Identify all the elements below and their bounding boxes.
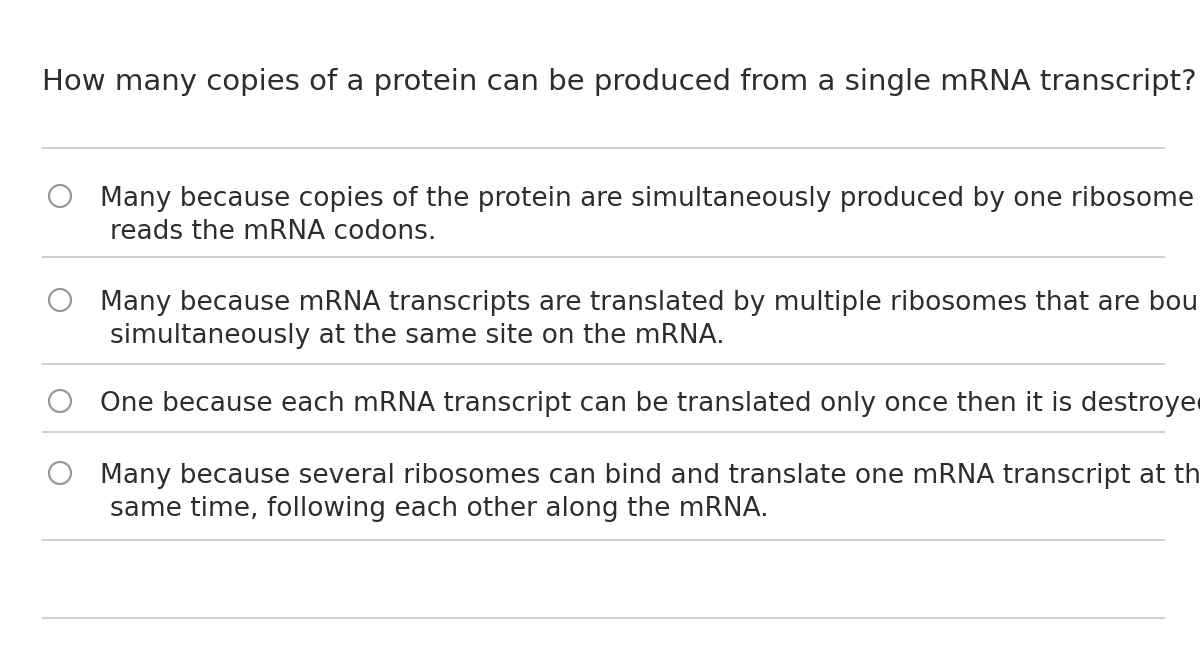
Text: reads the mRNA codons.: reads the mRNA codons. bbox=[110, 219, 437, 245]
Text: One because each mRNA transcript can be translated only once then it is destroye: One because each mRNA transcript can be … bbox=[100, 391, 1200, 417]
Text: Many because several ribosomes can bind and translate one mRNA transcript at the: Many because several ribosomes can bind … bbox=[100, 463, 1200, 489]
Text: Many because copies of the protein are simultaneously produced by one ribosome a: Many because copies of the protein are s… bbox=[100, 186, 1200, 212]
Text: Many because mRNA transcripts are translated by multiple ribosomes that are boun: Many because mRNA transcripts are transl… bbox=[100, 290, 1200, 316]
Text: same time, following each other along the mRNA.: same time, following each other along th… bbox=[110, 496, 769, 522]
Text: simultaneously at the same site on the mRNA.: simultaneously at the same site on the m… bbox=[110, 323, 725, 349]
Text: How many copies of a protein can be produced from a single mRNA transcript?: How many copies of a protein can be prod… bbox=[42, 68, 1196, 96]
